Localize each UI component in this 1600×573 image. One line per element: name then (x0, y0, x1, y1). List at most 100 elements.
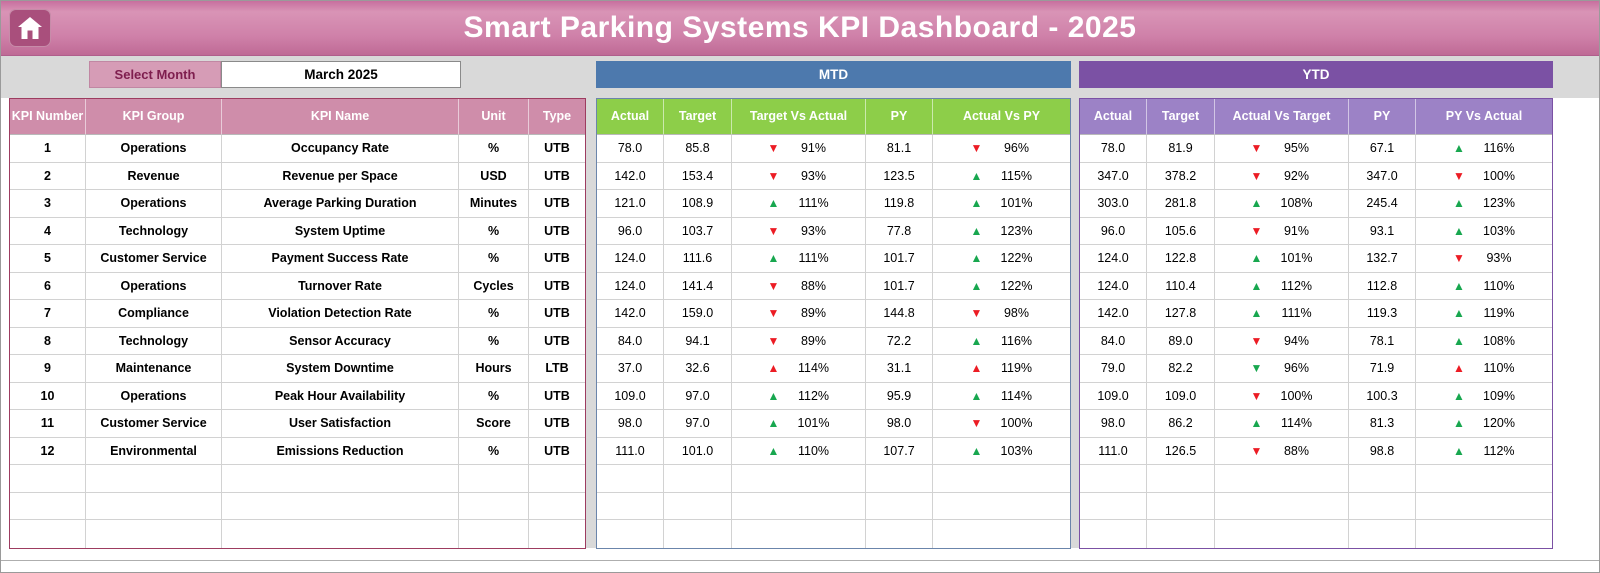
mtd-py-cell: 81.1 (866, 135, 933, 163)
empty-cell (459, 465, 529, 493)
column-gap (586, 56, 596, 548)
type-cell: UTB (529, 135, 585, 163)
mtd-actual-cell: 96.0 (597, 217, 664, 245)
trend-up-icon: ▲ (1453, 416, 1465, 431)
kpi-number-cell: 10 (10, 382, 86, 410)
mtd-py-cell: 31.1 (866, 355, 933, 383)
empty-cell (86, 492, 222, 520)
percentage-value: 96% (1283, 361, 1310, 376)
comparison-cell: ▲ 120% (1416, 410, 1552, 438)
percentage-value: 98% (1003, 306, 1030, 321)
mtd-py-cell: 144.8 (866, 300, 933, 328)
percentage-value: 114% (1000, 388, 1033, 403)
unit-cell: % (459, 217, 529, 245)
ytd-actual-cell: 79.0 (1080, 355, 1147, 383)
mtd-actual-cell: 124.0 (597, 272, 664, 300)
ytd-target-cell: 105.6 (1147, 217, 1215, 245)
percentage-value: 122% (1000, 251, 1033, 266)
comparison-cell: ▲ 122% (933, 245, 1070, 273)
empty-cell (1147, 492, 1215, 520)
column-header: KPI Group (86, 99, 222, 135)
trend-up-icon: ▲ (767, 196, 780, 211)
empty-cell (10, 520, 86, 548)
ytd-actual-cell: 98.0 (1080, 410, 1147, 438)
comparison-cell: ▲ 111% (732, 245, 866, 273)
empty-cell (459, 492, 529, 520)
kpi-number-cell: 8 (10, 327, 86, 355)
column-header: Actual (1080, 99, 1147, 135)
comparison-cell: ▼ 100% (1215, 382, 1349, 410)
trend-up-icon: ▲ (1250, 416, 1263, 431)
mtd-py-cell: 101.7 (866, 272, 933, 300)
comparison-cell: ▲ 123% (933, 217, 1070, 245)
comparison-cell: ▼ 89% (732, 327, 866, 355)
trend-up-icon: ▲ (1250, 306, 1263, 321)
percentage-value: 108% (1483, 333, 1515, 348)
ytd-actual-cell: 124.0 (1080, 245, 1147, 273)
mtd-target-cell: 159.0 (664, 300, 732, 328)
trend-up-icon: ▲ (767, 361, 780, 376)
trend-up-icon: ▲ (1453, 443, 1465, 458)
mtd-target-cell: 111.6 (664, 245, 732, 273)
kpi-name-cell: Revenue per Space (222, 162, 459, 190)
trend-up-icon: ▲ (767, 443, 780, 458)
percentage-value: 109% (1483, 388, 1515, 403)
empty-cell (933, 465, 1070, 493)
ytd-target-cell: 86.2 (1147, 410, 1215, 438)
unit-cell: USD (459, 162, 529, 190)
comparison-cell: ▲ 111% (1215, 300, 1349, 328)
comparison-cell: ▲ 101% (1215, 245, 1349, 273)
ytd-table: Actual Target Actual Vs Target PY PY Vs Actu… (1079, 98, 1553, 549)
empty-cell (1416, 465, 1552, 493)
trend-down-icon: ▼ (1250, 361, 1263, 376)
empty-cell (1416, 520, 1552, 548)
trend-up-icon: ▲ (1250, 278, 1263, 293)
trend-up-icon: ▲ (1453, 141, 1465, 156)
empty-cell (597, 465, 664, 493)
empty-cell (933, 520, 1070, 548)
percentage-value: 114% (797, 361, 830, 376)
comparison-cell: ▲ 115% (933, 162, 1070, 190)
trend-down-icon: ▼ (970, 306, 983, 321)
empty-cell (664, 465, 732, 493)
comparison-cell: ▲ 108% (1215, 190, 1349, 218)
percentage-value: 101% (1000, 196, 1033, 211)
ytd-py-cell: 93.1 (1349, 217, 1416, 245)
mtd-actual-cell: 78.0 (597, 135, 664, 163)
comparison-cell: ▲ 110% (1416, 272, 1552, 300)
ytd-actual-cell: 111.0 (1080, 437, 1147, 465)
month-selector[interactable]: March 2025 (221, 61, 461, 88)
percentage-value: 112% (1280, 278, 1313, 293)
mtd-actual-cell: 121.0 (597, 190, 664, 218)
home-button[interactable] (9, 9, 51, 47)
trend-up-icon: ▲ (1250, 251, 1263, 266)
percentage-value: 110% (1483, 278, 1515, 293)
empty-cell (10, 465, 86, 493)
type-cell: UTB (529, 190, 585, 218)
trend-down-icon: ▼ (1250, 141, 1263, 156)
mtd-actual-cell: 98.0 (597, 410, 664, 438)
mtd-target-cell: 108.9 (664, 190, 732, 218)
percentage-value: 111% (1281, 306, 1312, 321)
trend-down-icon: ▼ (970, 141, 983, 156)
kpi-number-cell: 3 (10, 190, 86, 218)
type-cell: UTB (529, 300, 585, 328)
ytd-actual-cell: 78.0 (1080, 135, 1147, 163)
type-cell: UTB (529, 327, 585, 355)
comparison-cell: ▲ 119% (933, 355, 1070, 383)
trend-up-icon: ▲ (970, 388, 983, 403)
unit-cell: % (459, 245, 529, 273)
kpi-name-cell: Occupancy Rate (222, 135, 459, 163)
mtd-py-cell: 72.2 (866, 327, 933, 355)
kpi-group-cell: Operations (86, 272, 222, 300)
type-cell: UTB (529, 245, 585, 273)
comparison-cell: ▼ 91% (732, 135, 866, 163)
trend-up-icon: ▲ (970, 223, 983, 238)
unit-cell: % (459, 300, 529, 328)
percentage-value: 114% (1280, 416, 1313, 431)
empty-cell (597, 520, 664, 548)
window-edge (1, 560, 1599, 561)
column-header: Actual Vs PY (933, 99, 1070, 135)
kpi-group-cell: Technology (86, 327, 222, 355)
comparison-cell: ▲ 103% (1416, 217, 1552, 245)
